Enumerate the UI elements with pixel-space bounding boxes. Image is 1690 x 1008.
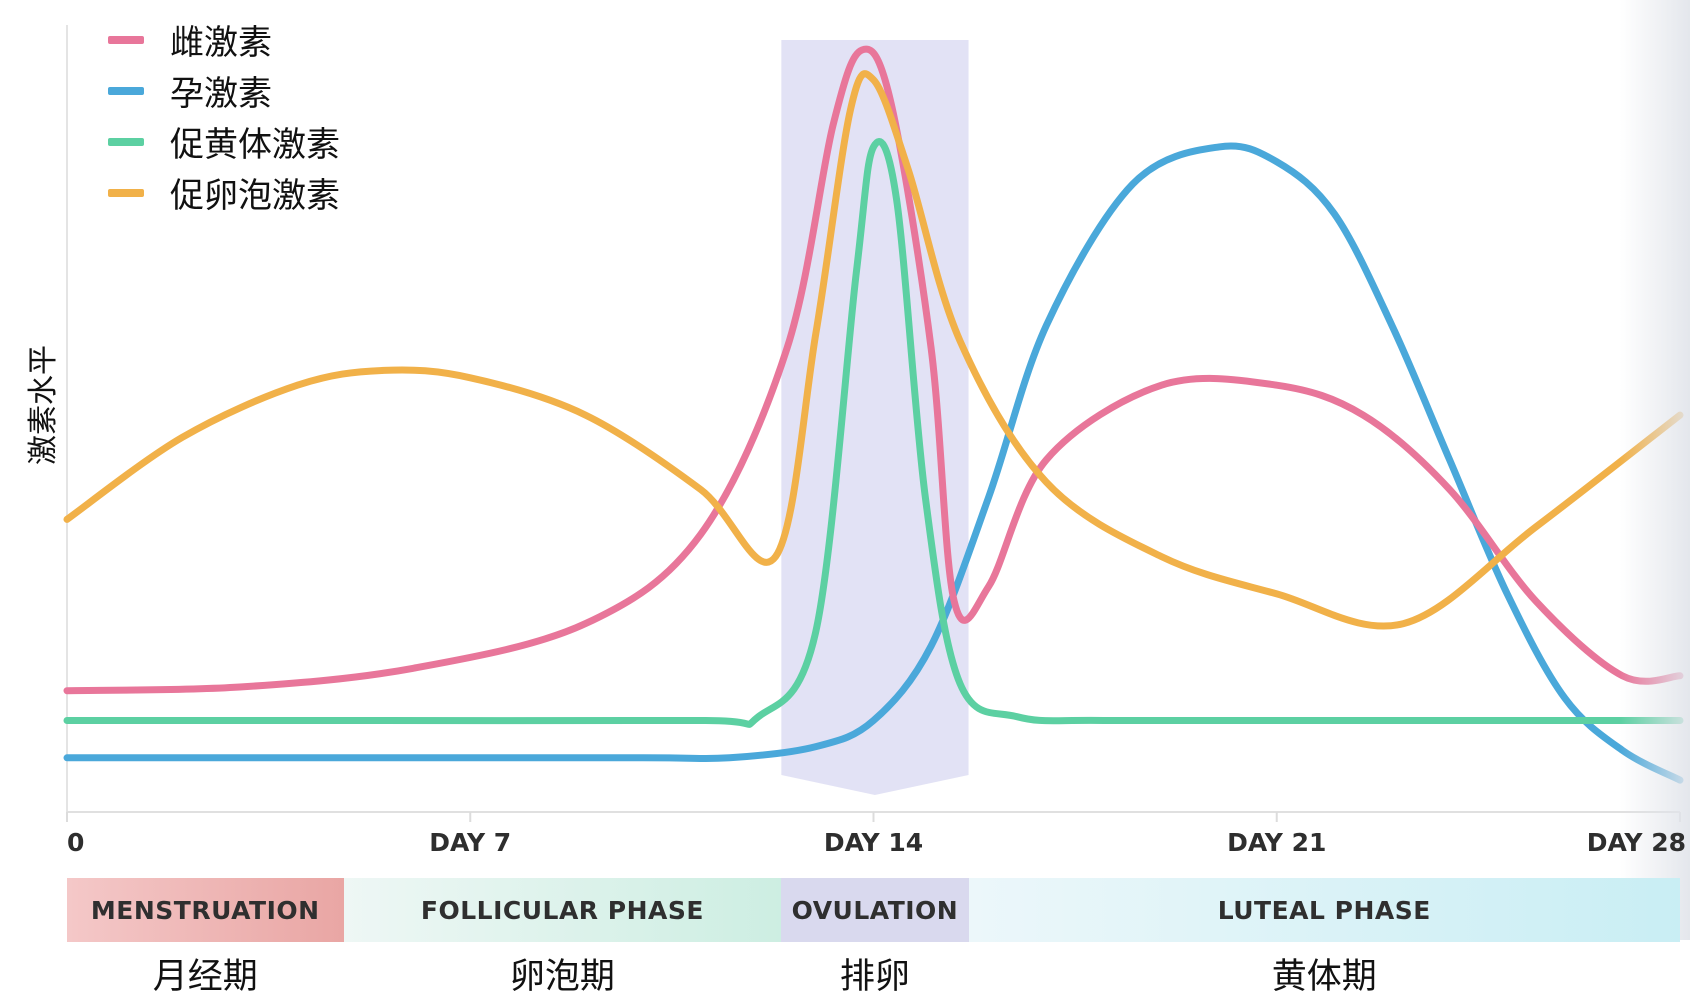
- legend-label-fsh: 促卵泡激素: [170, 176, 340, 216]
- x-tick-label-0: 0: [67, 828, 85, 857]
- legend-label-lh: 促黄体激素: [170, 125, 340, 165]
- y-axis-label: 激素水平: [26, 345, 61, 465]
- phase-label-cn-ovulation: 排卵: [839, 957, 910, 997]
- phase-label-cn-follicular: 卵泡期: [509, 957, 615, 997]
- legend-swatch-progesterone: [108, 86, 144, 95]
- legend: 雌激素 孕激素 促黄体激素 促卵泡激素: [108, 14, 340, 218]
- phase-bar-ovulation: OVULATION: [781, 878, 969, 942]
- legend-item: 促卵泡激素: [108, 167, 340, 218]
- legend-label-estrogen: 雌激素: [170, 23, 272, 63]
- series-line-estrogen: [63, 45, 1684, 695]
- phase-label-cn-luteal: 黄体期: [1271, 957, 1377, 997]
- legend-swatch-estrogen: [108, 35, 144, 44]
- x-tick-label-day-7: DAY 7: [429, 828, 512, 857]
- phase-label-cn-menstruation: 月经期: [152, 957, 258, 997]
- phase-bar-follicular: FOLLICULAR PHASE: [343, 878, 782, 942]
- legend-item: 雌激素: [108, 14, 340, 65]
- x-tick-label-day-28: DAY 28: [1586, 828, 1686, 857]
- legend-swatch-lh: [108, 137, 144, 146]
- legend-item: 孕激素: [108, 65, 340, 116]
- legend-label-progesterone: 孕激素: [170, 74, 272, 114]
- series-line-lh: [63, 138, 1684, 728]
- legend-item: 促黄体激素: [108, 116, 340, 167]
- x-tick-label-day-14: DAY 14: [823, 828, 924, 857]
- series-line-fsh: [63, 70, 1684, 630]
- x-tick-label-day-21: DAY 21: [1227, 828, 1327, 857]
- phase-bar-menstruation: MENSTRUATION: [67, 878, 344, 942]
- phase-bar-luteal: LUTEAL PHASE: [968, 878, 1680, 942]
- legend-swatch-fsh: [108, 188, 144, 197]
- series-line-progesterone: [63, 142, 1684, 784]
